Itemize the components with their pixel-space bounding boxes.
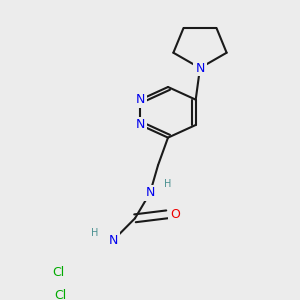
Text: O: O — [170, 208, 180, 221]
Text: N: N — [136, 93, 145, 106]
Text: N: N — [145, 187, 155, 200]
Text: Cl: Cl — [54, 289, 66, 300]
Text: N: N — [195, 61, 205, 74]
Text: H: H — [91, 227, 99, 238]
Text: N: N — [108, 234, 118, 247]
Text: N: N — [136, 118, 145, 131]
Text: H: H — [164, 178, 172, 188]
Text: Cl: Cl — [52, 266, 64, 279]
